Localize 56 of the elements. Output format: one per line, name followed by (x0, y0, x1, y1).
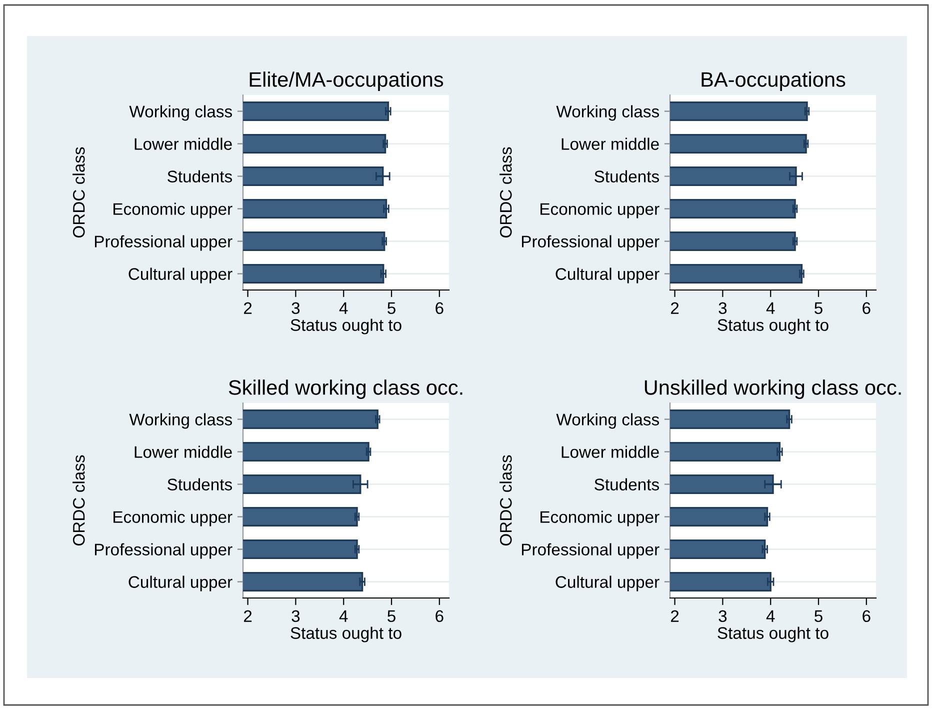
y-tick-label: Lower middle (134, 138, 232, 150)
x-tick-label: 3 (292, 610, 300, 622)
x-tick-label: 5 (814, 610, 822, 622)
chart-title: Unskilled working class occ. (644, 380, 901, 399)
y-tick-label: Working class (129, 105, 232, 121)
x-tick-label: 2 (244, 610, 252, 622)
y-axis-title: ORDC class (72, 147, 85, 238)
y-tick-label: Professional upper (522, 543, 660, 559)
y-tick-label: Professional upper (94, 543, 232, 559)
y-tick-label: Working class (129, 413, 232, 429)
x-tick-label: 4 (766, 610, 775, 622)
x-tick-label: 3 (718, 302, 727, 314)
y-tick-label: Cultural upper (128, 576, 232, 592)
x-tick-label: 4 (339, 610, 348, 622)
x-tick-label: 4 (339, 302, 348, 314)
x-axis-title: Status ought to (718, 626, 828, 642)
x-tick-label: 2 (670, 610, 679, 622)
x-axis-title: Status ought to (718, 318, 828, 334)
y-tick-label: Economic upper (114, 202, 232, 218)
x-tick-label: 6 (436, 610, 444, 622)
y-tick-label: Lower middle (562, 446, 659, 458)
y-axis-title: ORDC class (500, 147, 512, 238)
y-tick-label: Economic upper (540, 510, 660, 526)
x-tick-label: 6 (436, 302, 444, 314)
x-tick-label: 3 (292, 302, 300, 314)
x-tick-label: 5 (814, 302, 822, 314)
x-axis-title: Status ought to (290, 626, 402, 642)
y-tick-label: Economic upper (540, 202, 660, 218)
y-tick-label: Cultural upper (556, 268, 660, 284)
y-tick-label: Students (594, 478, 659, 490)
x-tick-label: 6 (862, 302, 870, 314)
y-tick-label: Students (168, 170, 232, 182)
x-tick-label: 5 (388, 302, 396, 314)
x-tick-label: 3 (718, 610, 727, 622)
x-tick-label: 5 (388, 610, 396, 622)
y-tick-label: Working class (556, 105, 659, 121)
y-axis-title: ORDC class (500, 455, 512, 546)
chart-title: Elite/MA-occupations (250, 72, 444, 91)
x-tick-label: 2 (244, 302, 252, 314)
x-axis-title: Status ought to (290, 318, 402, 334)
chart-title: BA-occupations (702, 72, 846, 91)
y-tick-label: Lower middle (562, 138, 659, 150)
x-tick-label: 4 (766, 302, 775, 314)
y-tick-label: Cultural upper (556, 576, 660, 592)
y-axis-title: ORDC class (72, 455, 85, 546)
y-tick-label: Working class (556, 413, 659, 429)
y-tick-label: Professional upper (94, 235, 232, 251)
y-tick-label: Lower middle (134, 446, 232, 458)
chart-title: Skilled working class occ. (228, 380, 462, 399)
y-tick-label: Cultural upper (128, 268, 232, 284)
x-tick-label: 6 (862, 610, 870, 622)
x-tick-label: 2 (670, 302, 679, 314)
y-tick-label: Economic upper (114, 510, 232, 526)
y-tick-label: Professional upper (522, 235, 660, 251)
y-tick-label: Students (168, 478, 232, 490)
y-tick-label: Students (594, 170, 659, 182)
